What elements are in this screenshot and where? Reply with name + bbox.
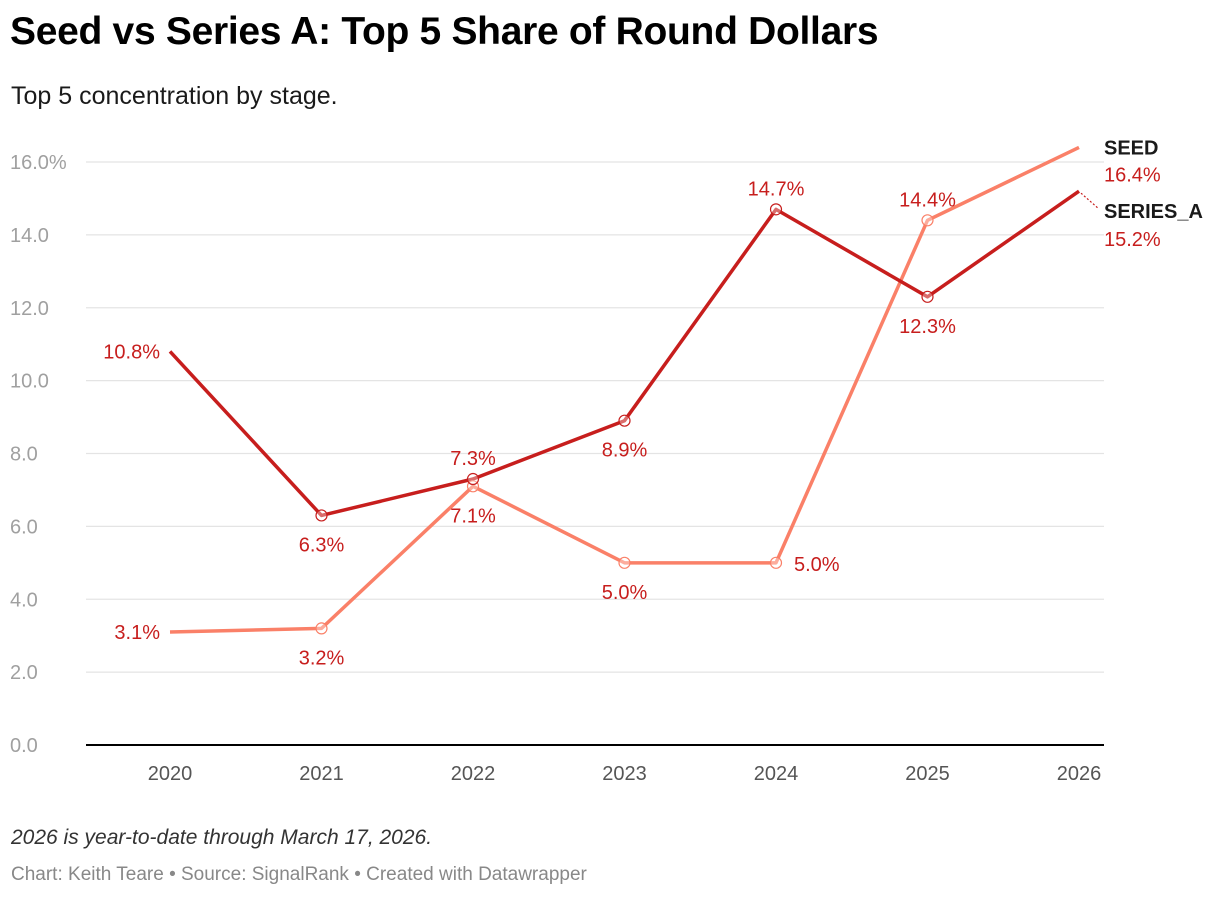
data-label: 5.0%	[794, 554, 840, 576]
data-labels: 3.1% 3.2% 7.1% 5.0% 5.0% 14.4% 16.4% 10.8% 6.3% 7…	[103, 164, 1161, 669]
y-tick-label: 16.0%	[10, 152, 67, 174]
chart-subtitle: Top 5 concentration by stage.	[11, 82, 338, 110]
y-tick-label: 6.0	[10, 516, 38, 538]
y-tick-label: 0.0	[10, 735, 38, 757]
data-point-marker	[618, 414, 631, 427]
data-label: 10.8%	[103, 341, 160, 363]
data-label: 6.3%	[299, 534, 345, 556]
data-label: 14.7%	[748, 178, 805, 200]
series-name-series-a: SERIES_A	[1104, 201, 1203, 223]
series-lines	[168, 145, 1081, 634]
series-a-leader-line	[1080, 192, 1099, 209]
y-axis: 0.0 2.0 4.0 6.0 8.0 10.0 12.0 14.0 16.0%	[10, 152, 67, 757]
data-label: 14.4%	[899, 189, 956, 211]
data-point-marker	[466, 472, 480, 486]
data-label: 3.2%	[299, 647, 345, 669]
y-tick-label: 2.0	[10, 662, 38, 684]
data-point-marker	[921, 214, 934, 227]
x-tick-label: 2020	[148, 763, 193, 785]
x-axis: 2020 2021 2022 2023 2024 2025 2026	[148, 763, 1102, 785]
y-tick-label: 10.0	[10, 371, 49, 393]
series-name-seed: SEED	[1104, 137, 1158, 159]
series-line-seed	[169, 145, 1080, 634]
data-label: 8.9%	[602, 440, 648, 462]
data-point-marker	[315, 509, 328, 522]
data-point-marker	[618, 556, 631, 569]
line-chart: 0.02.04.06.08.010.012.014.016.0% 2020 202…	[10, 137, 1203, 785]
chart-title: Seed vs Series A: Top 5 Share of Round D…	[10, 10, 879, 53]
chart-note: 2026 is year-to-date through March 17, 2…	[11, 826, 433, 849]
data-label: 7.1%	[450, 505, 496, 527]
chart-credit: Chart: Keith Teare • Source: SignalRank …	[11, 864, 587, 885]
data-point-marker	[921, 290, 934, 303]
data-point-marker	[769, 203, 783, 216]
x-tick-label: 2021	[299, 763, 344, 785]
y-tick-label: 4.0	[10, 589, 38, 611]
series-line-series-a	[168, 189, 1081, 518]
series-end-labels: SEED SERIES_A	[1080, 137, 1203, 223]
data-label: 16.4%	[1104, 164, 1161, 186]
data-point-marker	[769, 556, 783, 569]
data-point-marker	[315, 622, 328, 635]
y-tick-label: 12.0	[10, 298, 49, 320]
x-tick-label: 2022	[451, 763, 496, 785]
x-tick-label: 2023	[602, 763, 647, 785]
gridlines	[86, 161, 1104, 746]
data-label: 5.0%	[602, 582, 648, 604]
x-tick-label: 2024	[754, 763, 799, 785]
data-markers	[315, 203, 934, 635]
x-tick-label: 2025	[905, 763, 950, 785]
data-label: 12.3%	[899, 316, 956, 338]
data-label: 3.1%	[114, 622, 160, 644]
y-tick-label: 8.0	[10, 444, 38, 466]
data-label: 15.2%	[1104, 229, 1161, 251]
x-tick-label: 2026	[1057, 763, 1102, 785]
data-label: 7.3%	[450, 448, 496, 470]
y-tick-label: 14.0	[10, 225, 49, 247]
